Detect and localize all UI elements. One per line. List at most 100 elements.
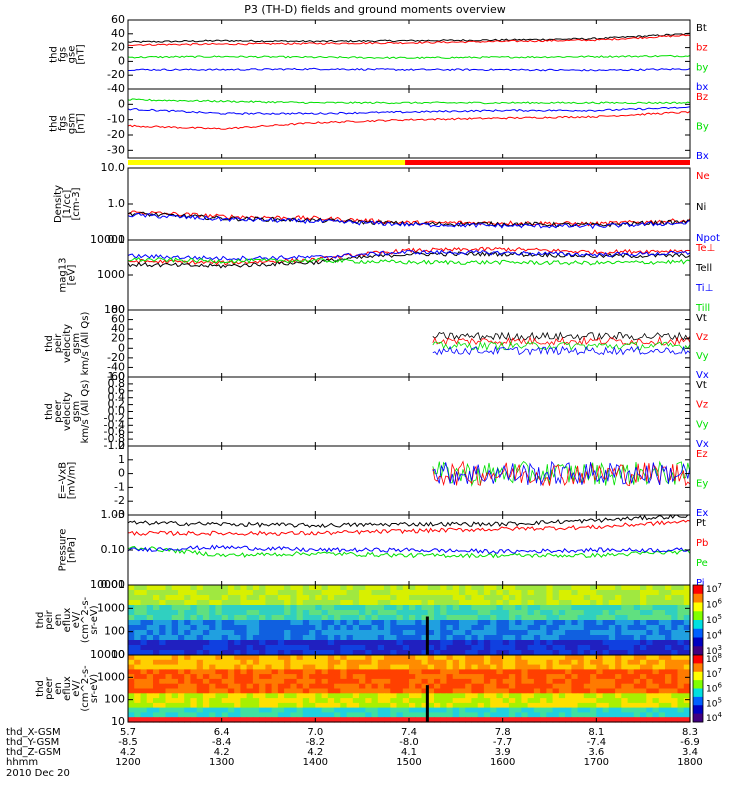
spectrogram-cell — [602, 620, 610, 626]
spectrogram-cell — [571, 688, 579, 694]
spectrogram-cell — [390, 683, 398, 690]
spectrogram-cell — [652, 717, 660, 723]
legend-entry: By — [696, 122, 709, 133]
spectrogram-cell — [309, 683, 316, 690]
spectrogram-cell — [658, 707, 666, 713]
series-trace — [127, 54, 691, 60]
spectrogram-cell — [215, 635, 223, 641]
spectrogram-cell — [327, 585, 335, 591]
spectrogram-cell — [146, 659, 154, 666]
spectrogram-cell — [490, 640, 497, 646]
spectrogram-cell — [128, 659, 135, 666]
spectrogram-cell — [415, 659, 422, 666]
spectrogram-cell — [290, 707, 298, 713]
spectrogram-cell — [596, 635, 604, 641]
spectrogram-cell — [296, 605, 304, 611]
spectrogram-cell — [590, 620, 597, 626]
spectrogram-cell — [496, 678, 504, 685]
spectrogram-cell — [452, 717, 460, 723]
spectrogram-cell — [565, 645, 572, 651]
spectrogram-cell — [415, 717, 422, 723]
spectrogram-cell — [621, 585, 629, 591]
spectrogram-cell — [309, 659, 316, 666]
colorbar-segment — [693, 655, 703, 664]
spectrogram-cell — [396, 655, 404, 661]
spectrogram-cell — [646, 698, 654, 704]
spectrogram-cell — [409, 688, 416, 694]
spectrogram-cell — [415, 669, 422, 675]
spectrogram-cell — [521, 659, 529, 666]
spectrogram-cell — [477, 640, 485, 646]
spectrogram-cell — [633, 650, 641, 656]
spectrogram-cell — [671, 702, 679, 709]
spectrogram-cell — [477, 698, 485, 704]
legend-entry: Te⊥ — [695, 243, 715, 254]
spectrogram-cell — [302, 590, 310, 596]
spectrogram-cell — [665, 717, 672, 723]
x-axis-row-value: 1600 — [490, 757, 515, 768]
spectrogram-cell — [459, 717, 466, 723]
spectrogram-cell — [583, 693, 591, 699]
spectrogram-cell — [259, 698, 266, 704]
spectrogram-cell — [178, 664, 185, 670]
spectrogram-cell — [277, 615, 285, 621]
spectrogram-cell — [128, 620, 135, 626]
spectrogram-cell — [565, 600, 572, 606]
spectrogram-cell — [327, 712, 335, 718]
spectrogram-cell — [246, 698, 254, 704]
spectrogram-cell — [533, 717, 541, 723]
y-tick-label: 10000 — [90, 233, 125, 246]
spectrogram-cell — [671, 678, 679, 685]
spectrogram-cell — [490, 615, 497, 621]
spectrogram-cell — [146, 683, 154, 690]
spectrogram-cell — [227, 595, 235, 601]
spectrogram-cell — [396, 664, 404, 670]
spectrogram-cell — [421, 625, 429, 631]
spectrogram-cell — [421, 605, 429, 611]
spectrogram-cell — [346, 610, 354, 616]
spectrogram-cell — [440, 635, 447, 641]
spectrogram-cell — [384, 595, 391, 601]
spectrogram-cell — [565, 590, 572, 596]
spectrogram-cell — [227, 610, 235, 616]
spectrogram-cell — [178, 674, 185, 680]
spectrogram-cell — [627, 707, 635, 713]
spectrogram-cell — [546, 590, 554, 596]
spectrogram-cell — [209, 678, 216, 685]
spectrogram-cell — [540, 650, 547, 656]
spectrogram-cell — [640, 590, 647, 596]
spectrogram-cell — [327, 659, 335, 666]
spectrogram-cell — [490, 590, 497, 596]
spectrogram-cell — [577, 702, 585, 709]
series-trace — [127, 212, 691, 230]
spectrogram-cell — [240, 659, 248, 666]
spectrogram-cell — [290, 620, 298, 626]
spectrogram-cell — [259, 707, 266, 713]
spectrogram-cell — [221, 635, 229, 641]
spectrogram-cell — [153, 712, 160, 718]
spectrogram-cell — [471, 595, 479, 601]
spectrogram-cell — [302, 600, 310, 606]
spectrogram-cell — [371, 707, 379, 713]
spectrogram-cell — [527, 707, 535, 713]
spectrogram-cell — [271, 605, 279, 611]
spectrogram-cell — [490, 702, 497, 709]
spectrogram-cell — [409, 590, 416, 596]
spectrogram-cell — [359, 655, 366, 661]
spectrogram-cell — [558, 625, 566, 631]
spectrogram-cell — [540, 683, 547, 690]
spectrogram-cell — [390, 620, 398, 626]
spectrogram-cell — [221, 645, 229, 651]
spectrogram-cell — [159, 630, 166, 636]
spectrogram-cell — [371, 688, 379, 694]
spectrogram-cell — [315, 678, 323, 685]
spectrogram-cell — [452, 707, 460, 713]
spectrogram-cell — [590, 610, 597, 616]
spectrogram-cell — [596, 640, 604, 646]
spectrogram-cell — [390, 698, 398, 704]
spectrogram-cell — [521, 688, 529, 694]
y-tick-label: 20 — [111, 41, 125, 54]
spectrogram-cell — [377, 620, 385, 626]
spectrogram-cell — [227, 650, 235, 656]
spectrogram-cell — [608, 595, 616, 601]
